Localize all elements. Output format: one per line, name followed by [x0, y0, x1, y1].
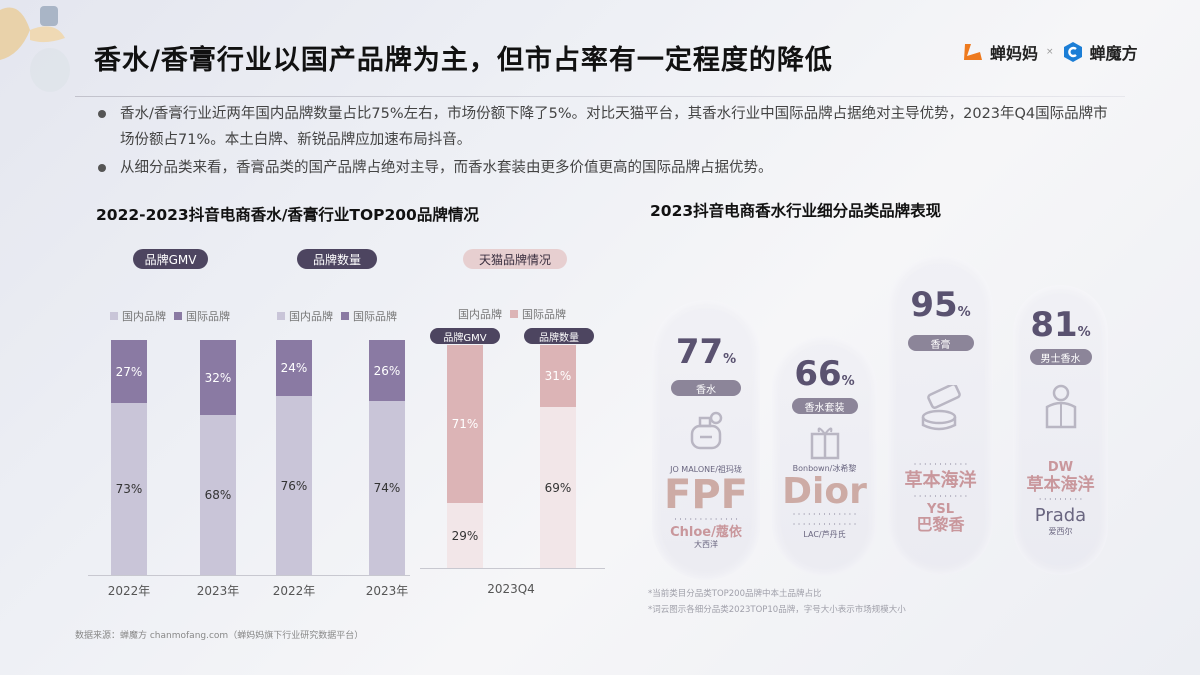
legend-swatch-international: [510, 310, 518, 318]
capsule-mens-perfume: 81% 男士香水 DW 草本海洋 · · · · · · · · · Prada…: [1013, 285, 1108, 575]
x-label: 2022年: [272, 584, 316, 598]
page-title: 香水/香膏行业以国产品牌为主，但市占率有一定程度的降低: [94, 45, 833, 76]
summary-bullets: 香水/香膏行业近两年国内品牌数量占比75%左右，市场份额下降了5%。对比天猫平台…: [95, 101, 1115, 183]
chanmofang-logo-text: 蝉魔方: [1089, 44, 1138, 63]
footnotes: *当前类目分品类TOP200品牌中本土品牌占比 *词云图示各细分品类2023TO…: [648, 589, 906, 615]
x-label: 2023年: [196, 584, 240, 598]
right-section-title: 2023抖音电商香水行业细分品类品牌表现: [650, 202, 942, 220]
bullet-dot-icon: [98, 110, 106, 118]
title-divider: [75, 96, 1125, 97]
seg-domestic: 68%: [200, 415, 236, 575]
word-cloud-perfume: JO MALONE/祖玛珑 FPF · · · · · · · · · · · …: [664, 465, 748, 549]
seg-domestic: 29%: [447, 503, 483, 568]
legend-swatch-domestic: [110, 312, 118, 320]
chanmama-logo-text: 蝉妈妈: [990, 44, 1039, 63]
capsule-perfume-set: 66% 香水套装 Bonbown/冰希黎 Dior · · · · · · · …: [772, 336, 877, 576]
legend-swatch-domestic: [277, 312, 285, 320]
perfume-bottle-icon: [690, 411, 723, 450]
legend-gmv: 国内品牌 国际品牌: [110, 308, 230, 324]
seg-international: 31%: [540, 345, 576, 408]
category-tag: 香膏: [907, 335, 974, 351]
x-label: 2023年: [365, 584, 409, 598]
bar-gmv-2022: 27% 73%: [111, 340, 147, 575]
butterfly-perfume-decoration: [0, 0, 75, 95]
balm-jar-icon: [921, 385, 961, 431]
word-cloud-mens-perfume: DW 草本海洋 · · · · · · · · · Prada 爱西尔: [1026, 460, 1095, 536]
legend-swatch-international: [341, 312, 349, 320]
x-axis-tmall: [420, 568, 605, 569]
chanmama-logo-icon: [964, 44, 982, 60]
left-section-title: 2022-2023抖音电商香水/香膏行业TOP200品牌情况: [96, 206, 479, 224]
pct-value: 81%: [1030, 305, 1091, 345]
pct-value: 66%: [794, 354, 855, 394]
data-source: 数据来源：蝉魔方 chanmofang.com（蝉妈妈旗下行业研究数据平台）: [75, 631, 364, 641]
bar-gmv-2023: 32% 68%: [200, 340, 236, 575]
bar-tmall-count: 31% 69%: [540, 345, 576, 568]
bullet-item: 香水/香膏行业近两年国内品牌数量占比75%左右，市场份额下降了5%。对比天猫平台…: [95, 101, 1115, 153]
chanmofang-logo-icon: [1063, 42, 1082, 62]
seg-international: 32%: [200, 340, 236, 416]
man-suit-icon: [1045, 384, 1076, 429]
pill-tmall: 天猫品牌情况: [463, 249, 567, 269]
word-cloud-perfume-set: Bonbown/冰希黎 Dior · · · · · · · · · · · ·…: [782, 464, 867, 539]
bar-count-2022: 24% 76%: [276, 340, 312, 575]
bar-count-2023: 26% 74%: [369, 340, 405, 575]
seg-domestic: 74%: [369, 401, 405, 575]
category-tag: 香水: [671, 380, 741, 396]
seg-international: 71%: [447, 345, 483, 504]
pct-value: 77%: [675, 332, 737, 372]
seg-domestic: 69%: [540, 407, 576, 568]
legend-tmall: 国内品牌 国际品牌: [458, 308, 566, 321]
bullet-item: 从细分品类来看，香膏品类的国产品牌占绝对主导，而香水套装由更多价值更高的国际品牌…: [95, 155, 1115, 181]
x-label: 2022年: [107, 584, 151, 598]
legend-swatch-international: [174, 312, 182, 320]
pill-tmall-count: 品牌数量: [524, 328, 594, 344]
x-label-tmall: 2023Q4: [487, 582, 535, 596]
bar-tmall-gmv: 71% 29%: [447, 345, 483, 568]
brand-logos: 蝉妈妈 × 蝉魔方: [962, 40, 1138, 64]
category-tag: 男士香水: [1029, 349, 1092, 365]
legend-count: 国内品牌 国际品牌: [277, 308, 397, 324]
seg-international: 24%: [276, 340, 312, 397]
seg-international: 27%: [111, 340, 147, 404]
x-axis: [88, 575, 410, 576]
seg-domestic: 76%: [276, 396, 312, 575]
gift-box-icon: [810, 427, 839, 460]
pill-brand-count: 品牌数量: [297, 249, 377, 269]
pill-brand-gmv: 品牌GMV: [133, 249, 208, 269]
seg-domestic: 73%: [111, 403, 147, 575]
bullet-dot-icon: [98, 164, 106, 172]
category-tag: 香水套装: [791, 398, 858, 414]
word-cloud-solid-perfume: · · · · · · · · · · · 草本海洋 · · · · · · ·…: [904, 460, 977, 534]
logo-separator: ×: [1046, 47, 1054, 57]
pct-value: 95%: [910, 285, 971, 325]
seg-international: 26%: [369, 340, 405, 402]
pill-tmall-gmv: 品牌GMV: [430, 328, 500, 344]
capsule-perfume: 77% 香水 JO MALONE/祖玛珑 FPF · · · · · · · ·…: [652, 300, 760, 580]
capsule-solid-perfume: 95% 香膏 · · · · · · · · · · · 草本海洋 · · · …: [888, 255, 993, 575]
